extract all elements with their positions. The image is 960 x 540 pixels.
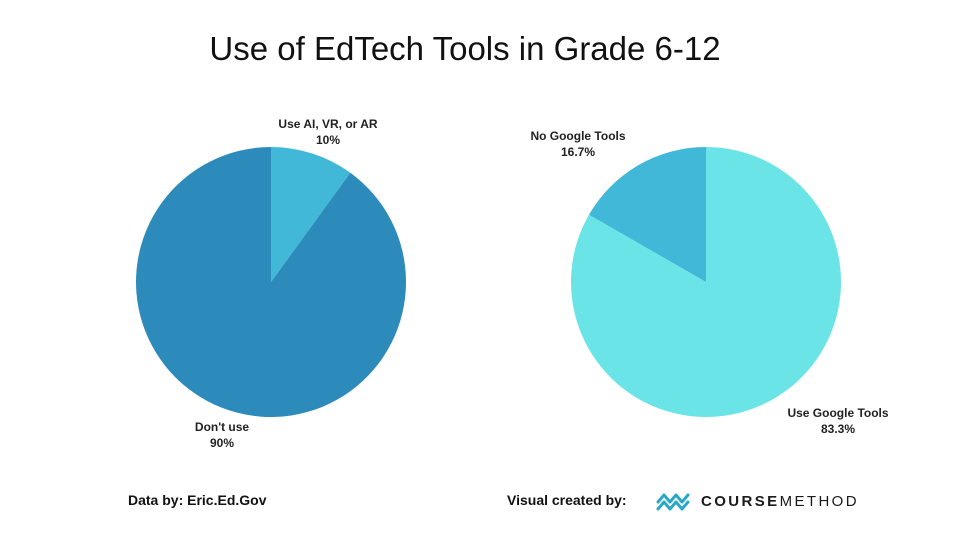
logo-word-bold: COURSE [701, 492, 780, 510]
slice-label-use-ai: Use AI, VR, or AR [278, 117, 377, 131]
pie-slice-no-google-tools [588, 147, 706, 282]
pie-chart-google-tools [571, 147, 841, 417]
slice-label-dont-use: Don't use [195, 420, 250, 434]
pie-chart-edtech [135, 147, 406, 417]
slice-label-use-google: Use Google Tools [787, 406, 888, 420]
slice-value-no-google: 16.7% [561, 145, 595, 159]
visual-credit-note: Visual created by: [507, 492, 627, 508]
slice-value-use-ai: 10% [316, 133, 340, 147]
coursemethod-logo-icon [656, 493, 690, 511]
coursemethod-logo-wordmark: COURSE METHOD [701, 493, 859, 510]
chart-title: Use of EdTech Tools in Grade 6-12 [209, 30, 721, 67]
pie-slice-use-ai-vr-or-ar [271, 147, 351, 282]
slice-value-dont-use: 90% [210, 436, 234, 450]
coursemethod-logo: COURSE METHOD [655, 484, 859, 518]
slice-label-no-google: No Google Tools [530, 129, 625, 143]
logo-word-light: METHOD [779, 492, 859, 510]
slice-value-use-google: 83.3% [821, 422, 855, 436]
data-source-note: Data by: Eric.Ed.Gov [128, 492, 267, 508]
pie-slice-don-t-use [135, 147, 406, 417]
